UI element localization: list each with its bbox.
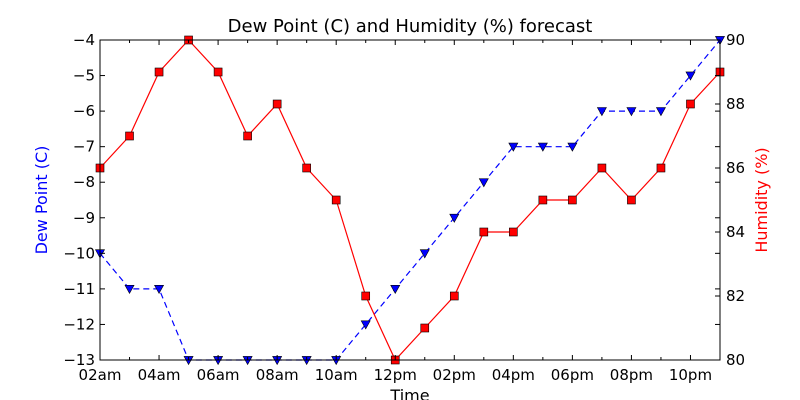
humidity-point xyxy=(272,99,282,109)
humidity-point xyxy=(627,195,636,205)
dew-point-point xyxy=(567,142,578,152)
right-y-tick-label: 88 xyxy=(726,95,745,113)
dew-point-point xyxy=(124,284,135,295)
left-y-axis-ticks: −13 −12 −11 −10 −9 −8 −7 −6 −5 −4 xyxy=(63,31,720,369)
plot-frame xyxy=(99,39,721,361)
x-tick-label: 04am xyxy=(138,366,181,384)
left-y-tick-label: −7 xyxy=(73,138,95,156)
humidity-point xyxy=(302,163,311,173)
humidity-point xyxy=(449,291,459,301)
humidity-point xyxy=(331,195,341,205)
left-y-tick-label: −4 xyxy=(73,31,95,49)
x-axis-ticks: 02am 04am 06am 08am 10am 12pm 02pm 04pm 06pm 08pm… xyxy=(79,40,721,384)
humidity-point xyxy=(213,67,223,77)
humidity-point xyxy=(361,291,371,301)
humidity-point xyxy=(568,195,577,205)
dew-point-point xyxy=(508,142,519,152)
right-y-tick-label: 86 xyxy=(726,159,745,177)
humidity-point xyxy=(125,131,134,141)
right-y-tick-label: 84 xyxy=(726,223,745,241)
left-y-tick-label: −13 xyxy=(63,351,95,369)
x-tick-label: 06am xyxy=(197,366,240,384)
dew-point-point xyxy=(596,107,607,117)
dew-point-point xyxy=(419,249,430,259)
humidity-point xyxy=(538,195,548,205)
x-tick-label: 10am xyxy=(315,366,358,384)
left-y-tick-label: −11 xyxy=(63,280,95,298)
dew-point-point xyxy=(655,107,666,117)
left-y-tick-label: −10 xyxy=(63,244,95,262)
x-tick-label: 04pm xyxy=(492,366,535,384)
dew-point-point xyxy=(478,178,489,188)
right-y-tick-label: 90 xyxy=(726,31,745,49)
dew-point-point xyxy=(685,71,696,81)
x-tick-label: 06pm xyxy=(551,366,594,384)
chart-title: Dew Point (C) and Humidity (%) forecast xyxy=(228,16,593,37)
right-y-tick-label: 82 xyxy=(726,287,745,305)
dew-point-point xyxy=(537,142,548,152)
x-tick-label: 02pm xyxy=(433,366,476,384)
dew-point-point xyxy=(360,320,371,330)
left-y-tick-label: −6 xyxy=(73,102,95,120)
plot-area xyxy=(94,35,726,366)
dew-point-point xyxy=(626,107,637,117)
left-y-tick-label: −5 xyxy=(73,67,95,85)
left-y-tick-label: −12 xyxy=(63,315,95,333)
left-y-tick-label: −8 xyxy=(73,173,95,191)
humidity-point xyxy=(243,131,252,141)
humidity-point xyxy=(420,323,430,333)
humidity-point xyxy=(656,163,666,173)
humidity-point xyxy=(686,99,695,109)
dew-point-point xyxy=(449,213,460,223)
dew-point-line xyxy=(99,39,721,361)
right-y-axis-ticks: 80 82 84 86 88 90 xyxy=(715,31,745,369)
left-y-axis-label: Dew Point (C) xyxy=(32,146,51,255)
right-y-axis-label: Humidity (%) xyxy=(752,147,771,252)
right-y-tick-label: 80 xyxy=(726,351,745,369)
dew-point-point xyxy=(390,284,401,295)
x-tick-label: 08am xyxy=(256,366,299,384)
x-tick-label: 12pm xyxy=(374,366,417,384)
left-y-tick-label: −9 xyxy=(73,209,95,227)
humidity-point xyxy=(597,163,607,173)
x-tick-label: 10pm xyxy=(669,366,712,384)
dew-point-point xyxy=(154,284,165,295)
humidity-point xyxy=(479,227,489,237)
x-axis-label: Time xyxy=(389,386,429,400)
humidity-point xyxy=(509,227,518,237)
humidity-line xyxy=(99,39,721,362)
x-tick-label: 02am xyxy=(79,366,122,384)
humidity-point xyxy=(154,67,164,77)
x-tick-label: 08pm xyxy=(610,366,653,384)
